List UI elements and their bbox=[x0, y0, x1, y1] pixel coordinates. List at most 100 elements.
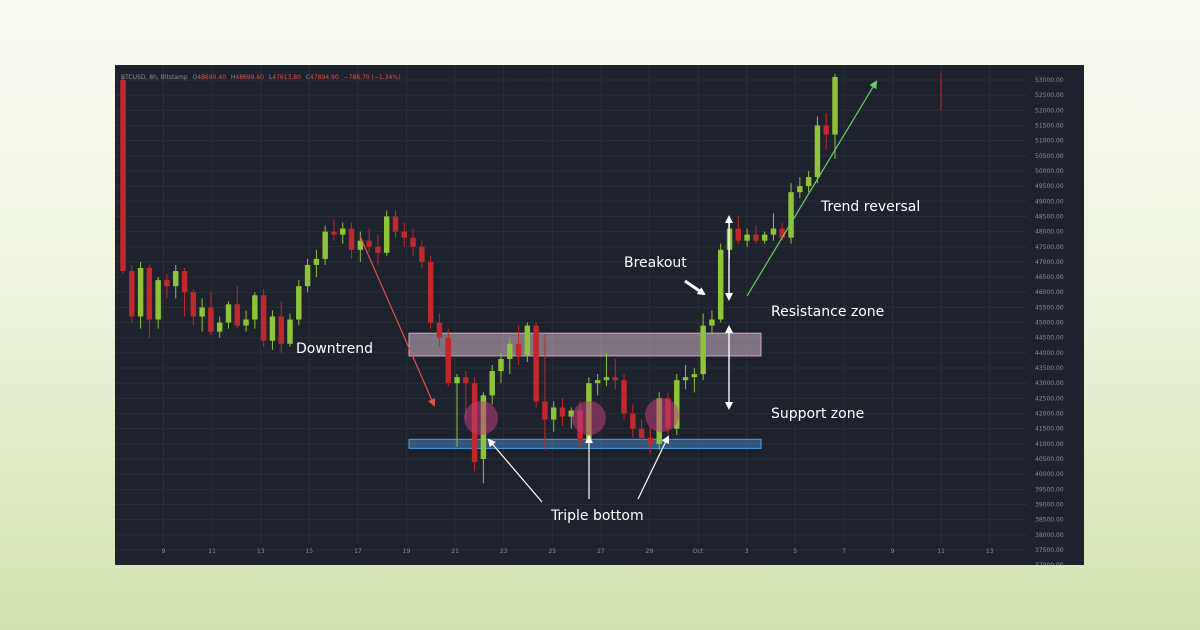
triple-bottom-arrow-1 bbox=[487, 438, 543, 503]
y-tick-label: 49000.00 bbox=[1035, 198, 1064, 205]
candle-body bbox=[788, 192, 794, 238]
downtrend-arrow bbox=[359, 235, 436, 407]
candle-body bbox=[181, 271, 188, 293]
candle bbox=[199, 298, 205, 332]
candle-body bbox=[216, 322, 223, 332]
candle bbox=[753, 225, 759, 244]
x-tick-label: 17 bbox=[354, 548, 362, 555]
candle bbox=[832, 73, 838, 159]
y-tick-label: 47500.00 bbox=[1035, 244, 1064, 251]
candle bbox=[155, 277, 161, 329]
candle bbox=[445, 328, 451, 387]
candle-body bbox=[709, 319, 715, 326]
candle bbox=[647, 425, 654, 453]
open-value: 48690.40 bbox=[197, 74, 226, 81]
candle bbox=[287, 313, 293, 347]
candle bbox=[216, 316, 223, 338]
candle bbox=[252, 292, 258, 329]
y-tick-label: 37000.00 bbox=[1035, 562, 1064, 565]
candle-body bbox=[612, 377, 618, 381]
triple-bottom-markers bbox=[464, 398, 679, 435]
x-tick-label: 9 bbox=[891, 548, 895, 555]
axes: 53000.00 52500.00 52000.00 51500.00 51000.00… bbox=[162, 77, 1064, 565]
y-tick-label: 53000.00 bbox=[1035, 77, 1064, 84]
support-zone bbox=[408, 438, 762, 449]
candle bbox=[164, 274, 170, 299]
candle bbox=[401, 222, 408, 247]
candle-body bbox=[770, 228, 777, 235]
candle bbox=[630, 404, 636, 438]
y-tick-label: 42500.00 bbox=[1035, 395, 1064, 402]
resistance-zone-label: Resistance zone bbox=[771, 304, 884, 320]
bottom-circle-1 bbox=[464, 401, 498, 435]
bottom-circle-3 bbox=[645, 398, 679, 432]
candle-body bbox=[120, 80, 126, 272]
candle bbox=[691, 368, 698, 393]
support-zone-label: Support zone bbox=[771, 406, 864, 422]
candle-body bbox=[348, 228, 355, 250]
candle-body bbox=[375, 246, 381, 253]
x-tick-label: 11 bbox=[937, 548, 945, 555]
candle-body bbox=[155, 280, 161, 320]
candle bbox=[498, 352, 504, 384]
candle-body bbox=[594, 380, 601, 384]
candle-body bbox=[164, 280, 170, 287]
zones bbox=[408, 332, 762, 449]
candle-body bbox=[427, 261, 434, 323]
close-value: 47894.90 bbox=[310, 74, 339, 81]
candle bbox=[507, 337, 513, 375]
candle-body bbox=[524, 325, 531, 356]
candle bbox=[814, 116, 821, 184]
candle-body bbox=[463, 377, 469, 384]
y-tick-label: 41000.00 bbox=[1035, 441, 1064, 448]
candle-body bbox=[208, 307, 214, 332]
x-tick-label: 11 bbox=[208, 548, 216, 555]
candle-body bbox=[568, 410, 575, 417]
candle bbox=[243, 310, 249, 332]
candle-body bbox=[542, 401, 548, 420]
x-tick-label: 29 bbox=[646, 548, 654, 555]
candlestick-chart[interactable]: 53000.00 52500.00 52000.00 51500.00 51000.00… bbox=[115, 65, 1084, 565]
candle-body bbox=[621, 380, 627, 414]
candle-body bbox=[489, 371, 495, 396]
candle bbox=[137, 261, 144, 329]
grid bbox=[115, 65, 1027, 565]
breakout-label: Breakout bbox=[624, 255, 687, 271]
candle bbox=[621, 374, 627, 420]
candle bbox=[515, 325, 522, 366]
candle bbox=[120, 76, 126, 275]
candle bbox=[612, 358, 618, 390]
y-tick-label: 38000.00 bbox=[1035, 532, 1064, 539]
y-tick-label: 38500.00 bbox=[1035, 517, 1064, 524]
candle bbox=[366, 228, 372, 253]
candle bbox=[797, 177, 803, 199]
y-tick-label: 47000.00 bbox=[1035, 259, 1064, 266]
chart-panel[interactable]: 53000.00 52500.00 52000.00 51500.00 51000.00… bbox=[115, 65, 1084, 565]
bottom-circle-2 bbox=[572, 401, 606, 435]
x-tick-label: 21 bbox=[451, 548, 459, 555]
x-tick-label: 7 bbox=[842, 548, 846, 555]
candle bbox=[296, 280, 302, 326]
candle bbox=[348, 222, 355, 259]
candle bbox=[129, 264, 135, 323]
candle-body bbox=[797, 186, 803, 193]
candle bbox=[744, 228, 750, 247]
candle-body bbox=[190, 292, 197, 317]
candle bbox=[718, 243, 724, 323]
candle bbox=[761, 231, 768, 244]
candle bbox=[313, 249, 320, 278]
candle bbox=[542, 334, 548, 450]
open-label: O bbox=[193, 74, 198, 81]
trend-reversal-arrow bbox=[746, 80, 878, 297]
candle-body bbox=[674, 380, 680, 429]
y-tick-label: 46500.00 bbox=[1035, 274, 1064, 281]
candle bbox=[269, 310, 276, 350]
candle-body bbox=[173, 271, 179, 287]
y-tick-label: 45000.00 bbox=[1035, 320, 1064, 327]
candle bbox=[375, 234, 381, 265]
x-tick-label: 19 bbox=[403, 548, 411, 555]
candle-body bbox=[823, 125, 829, 135]
y-tick-label: 37500.00 bbox=[1035, 547, 1064, 554]
y-tick-label: 44500.00 bbox=[1035, 335, 1064, 342]
x-tick-label: 27 bbox=[597, 548, 605, 555]
